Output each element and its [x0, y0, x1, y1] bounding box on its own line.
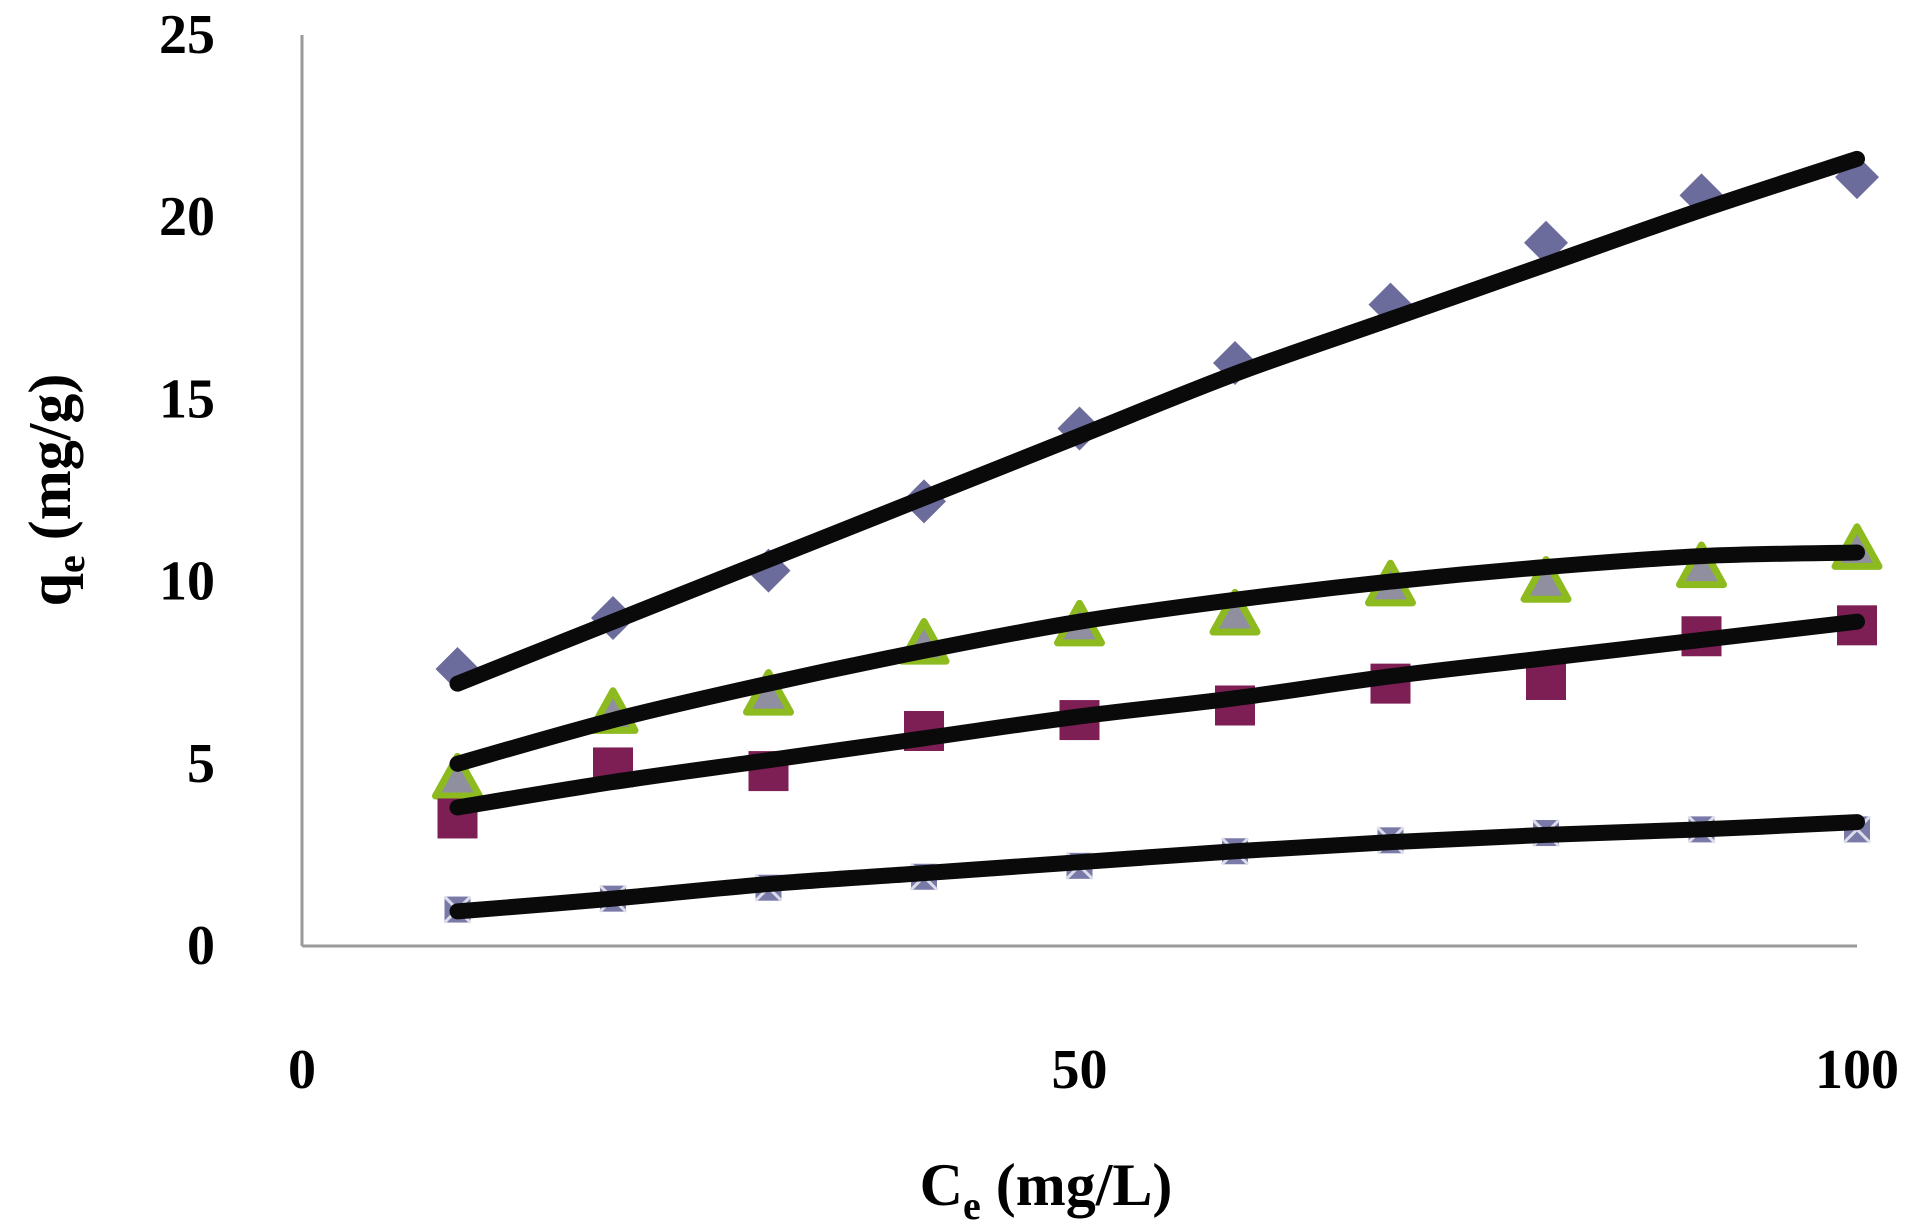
fit-line-series-2	[449, 544, 1865, 772]
data-markers	[432, 155, 1883, 924]
y-tick-label: 5	[187, 733, 215, 795]
y-axis-title-sub: e	[48, 555, 93, 573]
x-axis-title: Ce (mg/L)	[920, 1152, 1173, 1228]
data-point-series-2	[432, 752, 483, 800]
y-axis-title-rest: (mg/g)	[17, 374, 83, 556]
x-tick-labels: 0 50 100	[288, 1039, 1899, 1101]
x-tick-label: 0	[288, 1039, 316, 1101]
x-tick-label: 50	[1052, 1039, 1108, 1101]
x-axis-title-rest: (mg/L)	[981, 1152, 1173, 1218]
data-point-series-1	[1524, 220, 1568, 265]
data-point-series-2	[1676, 541, 1727, 589]
fit-line-series-4	[449, 814, 1865, 920]
x-axis-title-main: C	[920, 1152, 963, 1218]
x-axis-title-sub: e	[963, 1183, 981, 1228]
y-tick-label: 25	[159, 4, 215, 66]
data-point-series-2	[1209, 588, 1261, 636]
x-tick-label: 100	[1815, 1039, 1899, 1101]
y-tick-label: 20	[159, 186, 215, 248]
y-tick-label: 15	[159, 368, 215, 430]
fit-line-series-3	[449, 613, 1865, 816]
y-axis-title-main: q	[17, 573, 83, 606]
y-axis-title: qe (mg/g)	[17, 374, 93, 607]
y-tick-labels: 0 5 10 15 20 25	[159, 4, 215, 977]
axes	[300, 35, 1857, 948]
y-tick-label: 0	[187, 915, 215, 977]
fit-lines	[449, 150, 1865, 920]
fit-line-series-1	[449, 150, 1865, 692]
y-tick-label: 10	[159, 551, 215, 613]
data-point-series-2	[1520, 556, 1572, 603]
